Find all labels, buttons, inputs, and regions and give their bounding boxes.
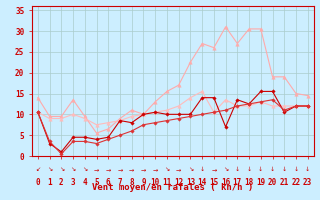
Text: 2: 2: [59, 178, 64, 187]
Text: ↓: ↓: [258, 167, 263, 172]
Text: →: →: [117, 167, 123, 172]
Text: 8: 8: [129, 178, 134, 187]
Text: 15: 15: [209, 178, 219, 187]
Text: →: →: [141, 167, 146, 172]
Text: 6: 6: [106, 178, 111, 187]
Text: 14: 14: [197, 178, 207, 187]
Text: ↓: ↓: [293, 167, 299, 172]
Text: 10: 10: [151, 178, 160, 187]
Text: 1: 1: [47, 178, 52, 187]
Text: 23: 23: [303, 178, 312, 187]
X-axis label: Vent moyen/en rafales ( kn/h ): Vent moyen/en rafales ( kn/h ): [92, 183, 253, 192]
Text: 9: 9: [141, 178, 146, 187]
Text: 17: 17: [233, 178, 242, 187]
Text: 13: 13: [186, 178, 195, 187]
Text: ↓: ↓: [282, 167, 287, 172]
Text: ↓: ↓: [199, 167, 205, 172]
Text: →: →: [94, 167, 99, 172]
Text: ↘: ↘: [82, 167, 87, 172]
Text: 19: 19: [256, 178, 265, 187]
Text: 5: 5: [94, 178, 99, 187]
Text: 4: 4: [83, 178, 87, 187]
Text: ↓: ↓: [305, 167, 310, 172]
Text: 20: 20: [268, 178, 277, 187]
Text: ↓: ↓: [270, 167, 275, 172]
Text: ↘: ↘: [223, 167, 228, 172]
Text: →: →: [176, 167, 181, 172]
Text: 11: 11: [162, 178, 172, 187]
Text: ↘: ↘: [188, 167, 193, 172]
Text: ↘: ↘: [47, 167, 52, 172]
Text: 16: 16: [221, 178, 230, 187]
Text: ↘: ↘: [70, 167, 76, 172]
Text: 21: 21: [280, 178, 289, 187]
Text: →: →: [129, 167, 134, 172]
Text: →: →: [106, 167, 111, 172]
Text: ↘: ↘: [59, 167, 64, 172]
Text: 0: 0: [36, 178, 40, 187]
Text: 3: 3: [71, 178, 76, 187]
Text: ↓: ↓: [246, 167, 252, 172]
Text: →: →: [153, 167, 158, 172]
Text: ↘: ↘: [164, 167, 170, 172]
Text: ↙: ↙: [35, 167, 41, 172]
Text: 12: 12: [174, 178, 183, 187]
Text: 7: 7: [118, 178, 122, 187]
Text: →: →: [211, 167, 217, 172]
Text: ↓: ↓: [235, 167, 240, 172]
Text: 22: 22: [292, 178, 300, 187]
Text: 18: 18: [244, 178, 254, 187]
